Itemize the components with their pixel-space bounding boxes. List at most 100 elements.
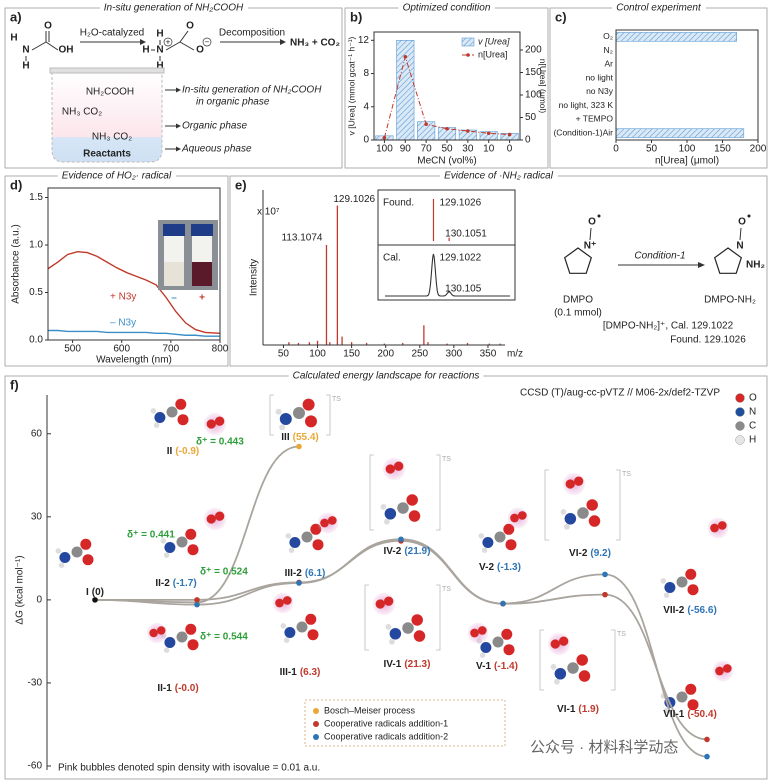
legend-label: Bosch–Meiser process: [324, 705, 416, 715]
atom: OH: [59, 45, 74, 56]
atom: N: [22, 45, 29, 56]
x-tick-label: 30: [462, 144, 474, 155]
arrow-head: [176, 87, 181, 93]
x-tick-label: 350: [480, 349, 497, 360]
atom: O: [196, 45, 204, 56]
panel-label: c): [555, 9, 567, 24]
state-point: [296, 443, 302, 450]
panel-label: e): [235, 177, 247, 192]
products: NH₃ + CO₂: [290, 38, 340, 49]
state-point: [194, 597, 200, 603]
y-tick-label: 0: [36, 595, 42, 606]
y-axis-label: ΔG (kcal mol⁻¹): [15, 555, 26, 624]
x-tick-label: 100: [309, 349, 326, 360]
x-tick-label: 300: [446, 349, 463, 360]
panel-title-bg: [612, 2, 706, 14]
atom: NH₂: [746, 260, 765, 271]
x-axis-label: m/z: [507, 349, 523, 360]
bond: [179, 41, 195, 51]
ts-label: TS: [332, 396, 341, 403]
state-point: [194, 601, 200, 608]
y-tick-label: no light: [586, 72, 614, 82]
x-tick-label: 150: [714, 144, 731, 155]
x-tick-label: 700: [163, 344, 180, 355]
state-label: V-2 (-1.3): [479, 562, 521, 573]
legend-label: Cooperative radicals addition-1: [324, 718, 448, 728]
scheme-label: Found. 129.1026: [670, 335, 746, 346]
phase-note: in organic phase: [196, 97, 270, 108]
atom-legend-label: H: [749, 435, 756, 446]
x-tick-label: 100: [376, 144, 393, 155]
spectrum: [48, 329, 220, 337]
legend-label: Cooperative radicals addition-2: [324, 731, 448, 741]
method-label: CCSD (T)/aug-cc-pVTZ // M06-2x/def2-TZVP: [520, 388, 720, 399]
arrow-head: [140, 39, 146, 45]
state-value: (-56.6): [687, 605, 716, 616]
beaker-text: Reactants: [83, 149, 131, 160]
ts-label: TS: [442, 586, 451, 593]
atom: H: [156, 29, 163, 40]
peak-label: 129.1026: [333, 194, 375, 205]
state-name: II-2: [155, 578, 170, 589]
arrow-label: H₂O-catalyzed: [80, 28, 144, 39]
y-tick-label: O₂: [603, 31, 613, 41]
ring: [563, 247, 593, 274]
arrow-head: [176, 146, 181, 152]
beaker-text: NH₃ CO₂: [92, 132, 132, 143]
inset-peak-label: 129.1026: [439, 198, 481, 209]
point: [486, 131, 491, 136]
state-name: V-2: [479, 562, 494, 573]
legend-label: v [Urea]: [478, 36, 510, 46]
x-tick-label: 0: [507, 144, 513, 155]
y-tick-label: 1.0: [29, 240, 43, 251]
state-value: (21.3): [404, 659, 430, 670]
x-tick-label: 100: [679, 144, 696, 155]
y-tick-label: (Condition-1)Air: [553, 127, 613, 137]
state-value: (-0.0): [175, 683, 199, 694]
arrow-head: [698, 262, 705, 268]
state-label: III (55.4): [281, 432, 318, 443]
point: [445, 126, 449, 131]
energy-path: [94, 538, 708, 758]
state-value: (0): [92, 587, 104, 598]
state-point: [296, 580, 302, 586]
atom: O: [44, 21, 52, 32]
scheme-label: Condition-1: [634, 251, 685, 262]
point: [403, 54, 408, 59]
state-point: [398, 536, 404, 543]
state-point: [500, 600, 506, 607]
point: [507, 132, 512, 137]
x-tick-label: 500: [64, 344, 81, 355]
x-axis-label: n[Urea] (μmol): [655, 156, 719, 167]
x-tick-label: 10: [483, 144, 495, 155]
panel-label: d): [10, 177, 22, 192]
state-value: (55.4): [293, 432, 319, 443]
legend-dot: [313, 708, 319, 714]
phase-note: In-situ generation of NH₂COOH: [182, 85, 322, 96]
arrow-label: Decomposition: [219, 28, 285, 39]
vial-cap: [163, 224, 185, 236]
state-point: [602, 591, 608, 598]
x-tick-label: 50: [646, 144, 658, 155]
atom-legend-swatch: [735, 393, 745, 403]
beaker: [51, 72, 163, 163]
inset-series-label: Cal.: [383, 253, 401, 264]
series-label: + N3y: [110, 292, 136, 303]
plot-frame: [47, 187, 221, 341]
state-label: V-1 (-1.4): [476, 661, 518, 672]
state-value: (-1.3): [497, 562, 521, 573]
ts-bracket: [369, 454, 441, 531]
bond: [589, 227, 592, 241]
atom: O: [588, 217, 596, 228]
x-axis-label: Wavelength (nm): [96, 355, 172, 366]
bar: [615, 128, 745, 138]
y2-tick-label: 50: [525, 112, 537, 123]
ts-bracket: [539, 629, 616, 691]
y-tick-label: 8: [363, 68, 369, 79]
scheme-label: (0.1 mmol): [554, 308, 602, 319]
y-tick-label: -60: [28, 761, 43, 772]
scheme-label: [DMPO-NH₂]⁺, Cal. 129.1022: [603, 321, 734, 332]
vial-cap: [191, 224, 213, 236]
state-value: (-0.9): [175, 446, 199, 457]
